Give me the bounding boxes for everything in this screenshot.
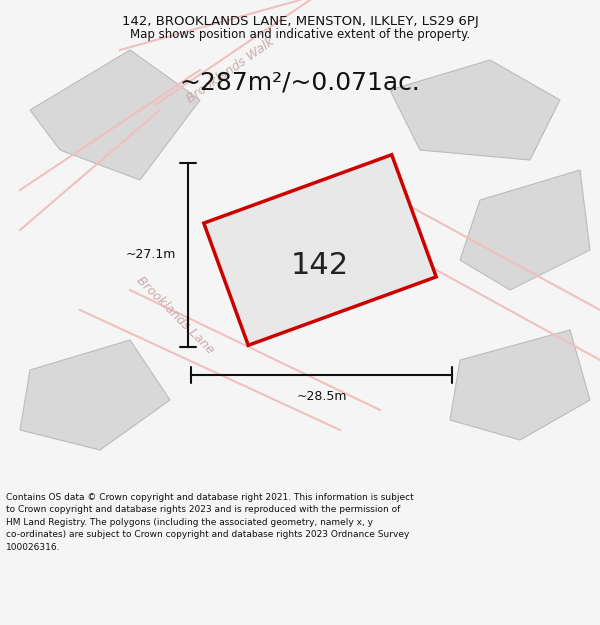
Polygon shape [450,330,590,440]
Polygon shape [20,340,170,450]
Polygon shape [30,50,200,180]
Text: Brooklands Lane: Brooklands Lane [134,274,217,356]
Text: Contains OS data © Crown copyright and database right 2021. This information is : Contains OS data © Crown copyright and d… [6,492,414,552]
Polygon shape [204,155,436,345]
Text: 142: 142 [291,251,349,279]
Polygon shape [460,170,590,290]
Text: 142, BROOKLANDS LANE, MENSTON, ILKLEY, LS29 6PJ: 142, BROOKLANDS LANE, MENSTON, ILKLEY, L… [122,15,478,28]
Text: ~28.5m: ~28.5m [296,390,347,403]
Text: ~27.1m: ~27.1m [125,249,176,261]
Text: ~287m²/~0.071ac.: ~287m²/~0.071ac. [179,70,421,94]
Polygon shape [390,60,560,160]
Text: Brooklands Walk: Brooklands Walk [184,35,276,105]
Polygon shape [120,0,280,110]
Text: Map shows position and indicative extent of the property.: Map shows position and indicative extent… [130,28,470,41]
